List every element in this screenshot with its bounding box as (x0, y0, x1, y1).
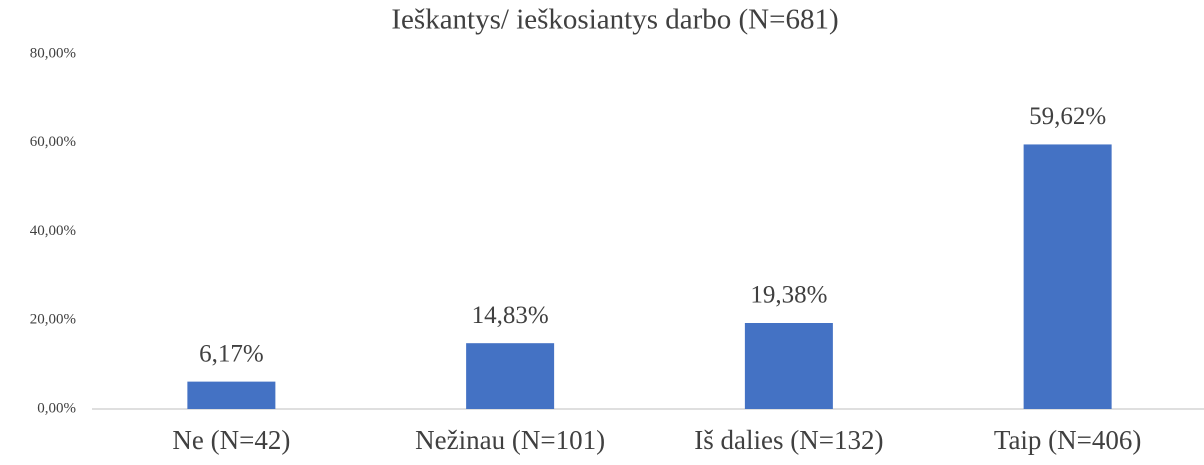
y-tick-label: 60,00% (30, 134, 76, 150)
x-tick-label: Iš dalies (N=132) (694, 425, 883, 455)
data-label: 6,17% (199, 340, 264, 367)
bar (1023, 144, 1112, 409)
bar (744, 323, 833, 409)
y-tick-label: 80,00% (30, 45, 76, 61)
y-tick-label: 0,00% (37, 400, 76, 416)
x-tick-label: Taip (N=406) (994, 425, 1142, 455)
x-tick-label: Ne (N=42) (172, 425, 290, 455)
chart-title: Ieškantys/ ieškosiantys darbo (N=681) (391, 4, 838, 36)
bar (466, 343, 555, 409)
data-label: 19,38% (750, 282, 827, 309)
y-tick-label: 20,00% (30, 312, 76, 328)
y-tick-label: 40,00% (30, 223, 76, 239)
data-label: 59,62% (1029, 103, 1106, 130)
data-label: 14,83% (472, 302, 549, 329)
bar (187, 381, 276, 409)
x-tick-label: Nežinau (N=101) (415, 425, 605, 455)
